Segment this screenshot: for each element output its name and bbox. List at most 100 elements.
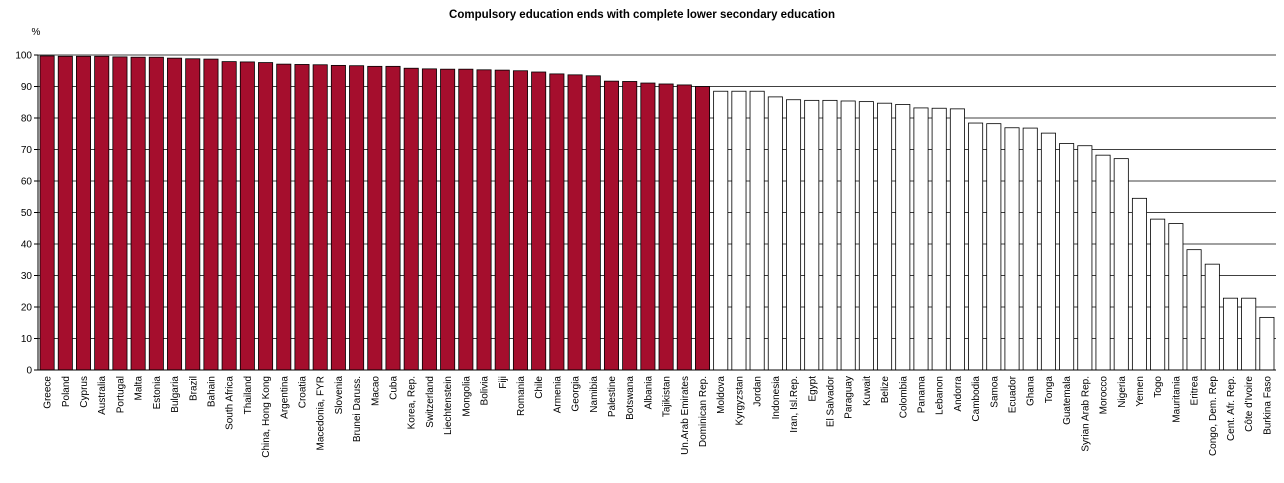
x-category-label: Andorra	[953, 376, 964, 412]
x-category-label: Bulgaria	[170, 376, 181, 413]
bar	[1241, 297, 1257, 371]
y-tick-labels: 0 10 20 30 40 50 60 70 80 90 100	[15, 51, 32, 377]
bar	[330, 64, 346, 371]
x-category-label: Nigeria	[1117, 376, 1128, 408]
bar	[658, 83, 674, 371]
x-category-label: Congo, Dem. Rep	[1208, 376, 1219, 456]
bar	[276, 63, 292, 371]
x-category-labels: Greece Poland Cyprus Australia Portugal Malta…	[43, 375, 1274, 457]
bar	[203, 58, 219, 371]
x-category-label: Malta	[134, 376, 145, 401]
bar	[167, 57, 183, 371]
bar	[804, 99, 820, 371]
x-category-label: Thailand	[243, 376, 254, 414]
y-axis-label: %	[32, 27, 41, 38]
x-category-label: Greece	[43, 376, 54, 409]
bar	[877, 102, 893, 371]
x-category-label: Liechtenstein	[443, 376, 454, 435]
x-category-label: Namibia	[589, 376, 600, 413]
x-category-label: Eritrea	[1190, 376, 1201, 406]
y-tick-label: 70	[21, 145, 33, 156]
bar	[640, 82, 656, 371]
x-category-label: Kuwait	[862, 376, 873, 406]
x-category-label: Mongolia	[461, 376, 472, 417]
x-category-label: Belize	[880, 376, 891, 404]
x-category-label: Jordan	[753, 376, 764, 407]
y-tick-label: 50	[21, 208, 33, 219]
x-category-label: Estonia	[152, 376, 163, 410]
x-category-label: Samoa	[989, 376, 1000, 408]
y-tick-label: 0	[26, 366, 32, 377]
bar	[403, 67, 419, 371]
bar	[713, 90, 729, 371]
bar	[494, 69, 510, 371]
x-category-label: Lebanon	[935, 376, 946, 415]
y-tick-label: 100	[15, 51, 32, 62]
y-tick-label: 40	[21, 240, 33, 251]
x-category-label: Cyprus	[79, 376, 90, 408]
x-category-label: Morocco	[1099, 376, 1110, 415]
x-category-label: Palestine	[607, 376, 618, 418]
bar	[786, 99, 802, 371]
bar	[1077, 145, 1093, 371]
bar	[76, 55, 92, 371]
bar	[221, 61, 237, 371]
x-category-label: Argentina	[279, 376, 290, 419]
bar	[367, 65, 383, 371]
bar	[567, 74, 583, 371]
y-tick-label: 20	[21, 303, 33, 314]
bars	[39, 55, 1275, 371]
axes	[37, 55, 1276, 371]
bar	[185, 58, 201, 371]
x-category-label: Indonesia	[771, 376, 782, 420]
x-category-label: Botswana	[625, 376, 636, 420]
bar	[731, 90, 747, 371]
x-category-label: Ecuador	[1008, 375, 1019, 413]
bar	[57, 55, 73, 371]
bar	[840, 100, 856, 371]
bar	[130, 56, 146, 371]
bar	[1186, 249, 1202, 371]
bar	[986, 123, 1002, 371]
x-category-label: El Salvador	[825, 375, 836, 427]
x-category-label: Togo	[1153, 376, 1164, 398]
x-category-label: Croatia	[297, 376, 308, 409]
x-category-label: Georgia	[571, 376, 582, 412]
x-category-label: Korea, Rep.	[407, 376, 418, 429]
bar	[440, 68, 456, 371]
x-category-label: South Africa	[225, 376, 236, 430]
bar	[695, 86, 711, 371]
bar	[1113, 158, 1129, 371]
bar	[895, 104, 911, 371]
x-category-label: Poland	[61, 376, 72, 407]
x-category-label: Slovenia	[334, 376, 345, 415]
x-category-label: Kyrgyzstan	[734, 376, 745, 425]
x-category-label: Burkina Faso	[1262, 376, 1273, 435]
x-category-label: Un.Arab Emirates	[680, 376, 691, 455]
bar	[622, 81, 638, 371]
bar	[822, 99, 838, 371]
bar	[1222, 297, 1238, 371]
x-category-label: Armenia	[552, 376, 563, 414]
bar	[858, 101, 874, 371]
x-category-label: Cent. Afr. Rep.	[1226, 376, 1237, 441]
bar	[603, 80, 619, 371]
x-category-label: Mauritania	[1171, 376, 1182, 423]
bar	[1204, 263, 1220, 371]
x-category-label: Colombia	[898, 376, 909, 419]
x-category-label: Iran, Isl.Rep.	[789, 376, 800, 433]
bar	[421, 68, 437, 371]
y-tick-label: 30	[21, 271, 33, 282]
bar	[913, 107, 929, 371]
bar	[949, 108, 965, 371]
bar	[112, 56, 128, 371]
bar	[531, 71, 547, 371]
x-category-label: Egypt	[807, 376, 818, 402]
bar	[749, 90, 765, 371]
bar	[385, 65, 401, 371]
x-category-label: Tonga	[1044, 376, 1055, 404]
x-category-label: Switzerland	[425, 376, 436, 428]
bar	[1022, 127, 1038, 371]
x-category-label: Paraguay	[844, 376, 855, 419]
